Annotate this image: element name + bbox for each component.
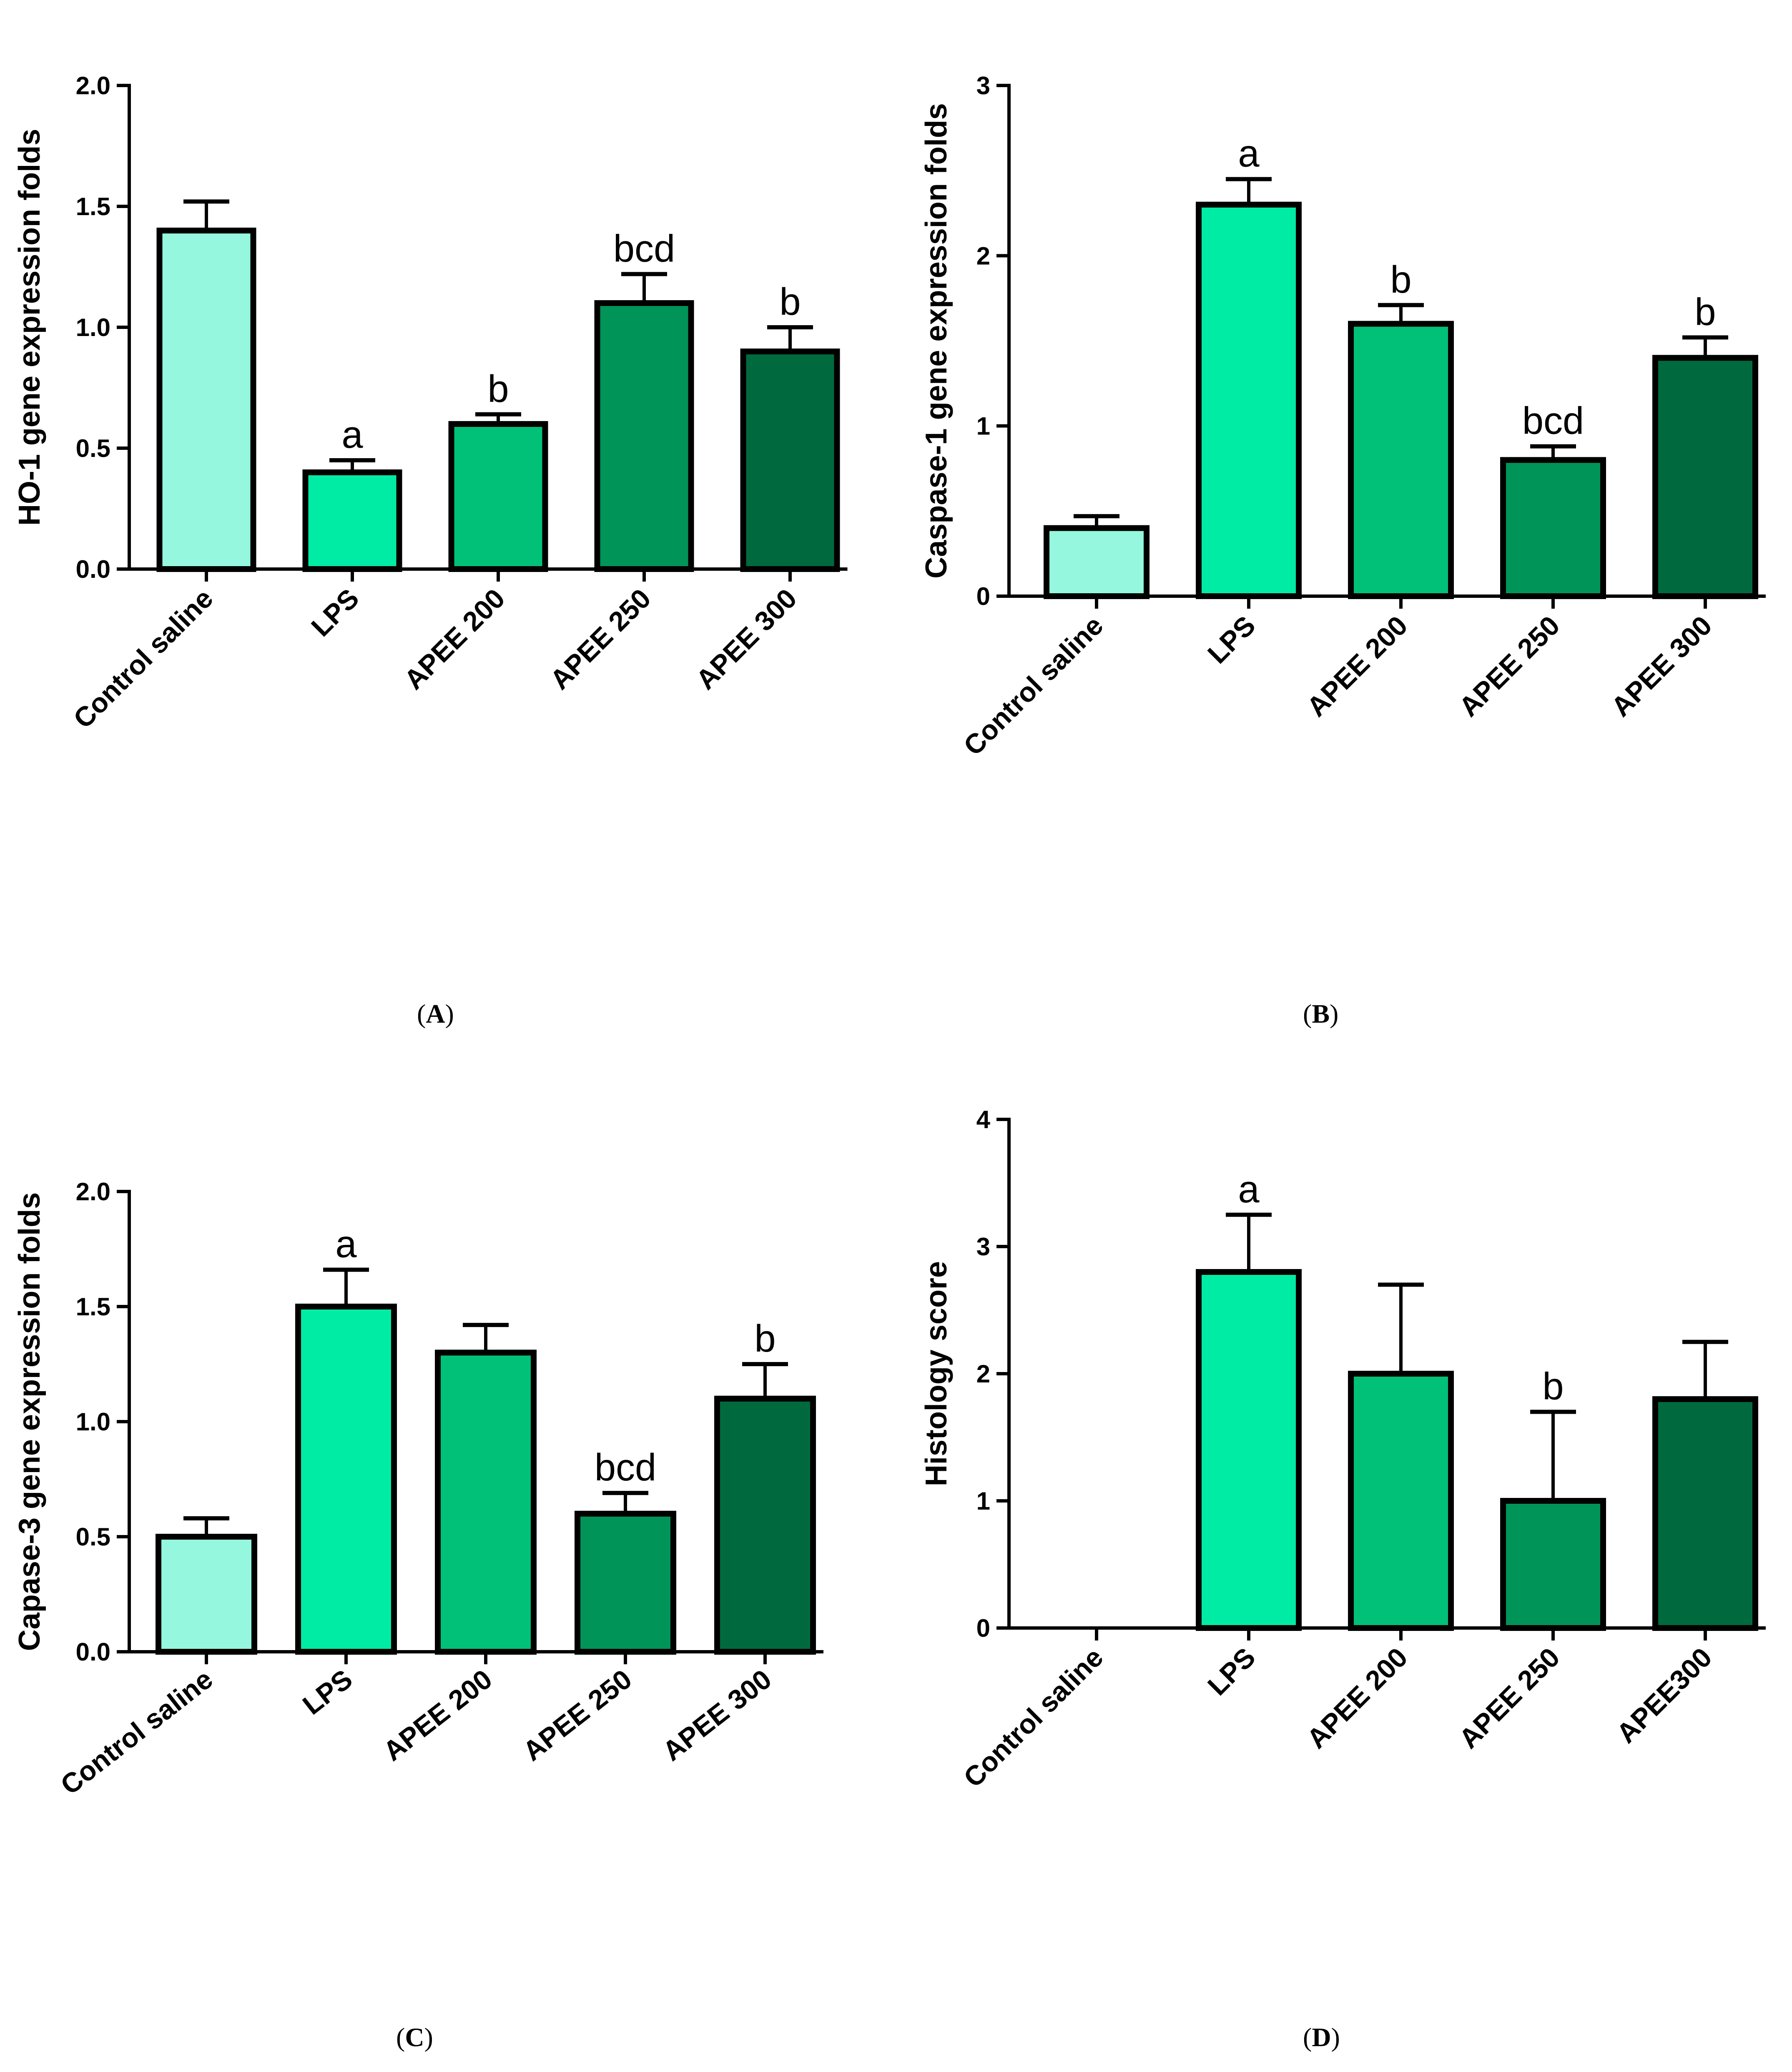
significance-label: a (335, 1223, 357, 1266)
significance-label: a (341, 414, 363, 456)
bar-apee300 (1652, 1396, 1758, 1631)
bar-lps (295, 1304, 397, 1655)
y-tick-label: 1 (976, 1487, 990, 1515)
bar-lps (1196, 1269, 1302, 1631)
bar-control-saline (1044, 525, 1149, 599)
bar-lps (302, 469, 402, 572)
y-tick-label: 0 (976, 1614, 990, 1642)
y-axis-title: HO-1 gene expression folds (13, 129, 46, 526)
significance-label: bcd (613, 227, 675, 270)
y-tick-label: 3 (976, 1233, 990, 1261)
x-category-label: LPS (297, 1663, 358, 1721)
bar-apee-200 (1348, 1371, 1454, 1631)
y-tick-label: 1.0 (76, 1408, 110, 1436)
significance-label: b (1542, 1365, 1564, 1408)
significance-label: b (1390, 258, 1411, 301)
significance-label: b (487, 368, 509, 410)
y-tick-label: 2 (976, 1360, 990, 1388)
x-category-label: APEE300 (1611, 1642, 1718, 1749)
bar-apee-200 (1348, 321, 1454, 599)
panel-label-d: (D) (1303, 2022, 1340, 2052)
significance-label: b (779, 281, 801, 323)
y-tick-label: 0.0 (76, 1638, 110, 1666)
bar-apee-250 (1500, 1498, 1606, 1631)
x-category-label: APEE 250 (1453, 610, 1566, 722)
x-category-label: APEE 200 (1301, 610, 1413, 722)
y-axis-title: Histology score (920, 1261, 953, 1486)
significance-label: a (1238, 133, 1260, 175)
x-category-label: APEE 200 (377, 1663, 497, 1767)
significance-label: bcd (595, 1446, 656, 1489)
panel-label-b: (B) (1303, 999, 1339, 1028)
panel-label-c: (C) (396, 2022, 433, 2052)
bar-apee-200 (435, 1350, 537, 1655)
y-tick-label: 1.5 (76, 193, 110, 221)
x-category-label: APEE 250 (544, 583, 657, 695)
y-tick-label: 0.0 (76, 555, 110, 583)
y-axis-title: Capase-3 gene expression folds (13, 1192, 46, 1651)
y-tick-label: 0.5 (76, 1523, 110, 1551)
bar-apee-250 (575, 1510, 676, 1655)
x-category-label: APEE 250 (517, 1663, 637, 1767)
x-category-label: APEE 300 (1605, 610, 1718, 722)
bar-apee-300 (740, 349, 840, 572)
panel-label-a: (A) (417, 999, 454, 1028)
y-tick-label: 1.0 (76, 314, 110, 341)
y-tick-label: 0 (976, 582, 990, 610)
y-tick-label: 4 (976, 1106, 991, 1134)
x-category-label: APEE 200 (1301, 1642, 1413, 1754)
bar-apee-300 (1652, 355, 1758, 599)
significance-label: b (754, 1317, 776, 1360)
x-category-label: APEE 200 (398, 583, 511, 695)
x-category-label: Control saline (67, 583, 218, 734)
y-tick-label: 0.5 (76, 434, 110, 462)
x-category-label: Control saline (55, 1663, 218, 1801)
bar-apee-200 (448, 421, 548, 572)
x-category-label: LPS (1202, 610, 1261, 670)
y-tick-label: 2.0 (76, 1178, 110, 1206)
significance-label: a (1238, 1168, 1260, 1211)
y-tick-label: 3 (976, 72, 990, 100)
y-tick-label: 2 (976, 242, 990, 270)
x-category-label: APEE 250 (1453, 1642, 1566, 1754)
significance-label: bcd (1522, 400, 1584, 442)
x-category-label: Control saline (957, 610, 1109, 761)
bar-control-saline (156, 1534, 257, 1655)
y-axis-title: Caspase-1 gene expression folds (920, 103, 953, 578)
x-category-label: APEE 300 (657, 1663, 777, 1767)
bar-control-saline (156, 228, 256, 572)
y-tick-label: 1.5 (76, 1293, 110, 1321)
bar-apee-300 (714, 1395, 816, 1655)
bar-apee-250 (1500, 457, 1606, 600)
y-tick-label: 2.0 (76, 72, 110, 100)
x-category-label: LPS (1202, 1642, 1261, 1701)
x-category-label: LPS (305, 583, 365, 642)
significance-label: b (1694, 291, 1716, 333)
bar-apee-250 (594, 300, 694, 572)
y-tick-label: 1 (976, 412, 990, 440)
x-category-label: APEE 300 (690, 583, 803, 695)
bar-lps (1196, 201, 1302, 600)
x-category-label: Control saline (957, 1642, 1109, 1793)
